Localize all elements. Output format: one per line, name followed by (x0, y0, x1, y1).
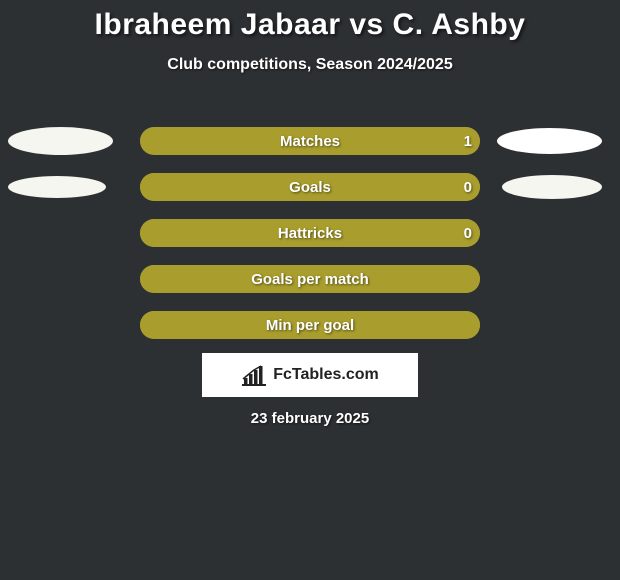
source-badge: FcTables.com (202, 353, 418, 397)
right-marker (497, 128, 602, 154)
bar-label: Min per goal (140, 311, 480, 339)
comparison-chart: Matches1Goals0Hattricks0Goals per matchM… (0, 120, 620, 350)
stat-row: Hattricks0 (0, 212, 620, 258)
bar-track: Goals per match (140, 265, 480, 293)
source-badge-text: FcTables.com (273, 366, 379, 384)
bar-label: Hattricks (140, 219, 480, 247)
bar-label: Goals per match (140, 265, 480, 293)
stat-row: Min per goal (0, 304, 620, 350)
page-subtitle: Club competitions, Season 2024/2025 (0, 56, 620, 74)
bar-value: 0 (464, 173, 472, 201)
page-title: Ibraheem Jabaar vs C. Ashby (0, 0, 620, 42)
bar-track: Goals0 (140, 173, 480, 201)
bar-value: 1 (464, 127, 472, 155)
bar-track: Min per goal (140, 311, 480, 339)
right-marker (502, 175, 602, 199)
chart-icon (241, 364, 267, 386)
stat-row: Goals0 (0, 166, 620, 212)
stat-row: Matches1 (0, 120, 620, 166)
date-label: 23 february 2025 (0, 410, 620, 427)
bar-track: Hattricks0 (140, 219, 480, 247)
bar-label: Goals (140, 173, 480, 201)
bar-value: 0 (464, 219, 472, 247)
left-marker (8, 127, 113, 155)
stat-row: Goals per match (0, 258, 620, 304)
bar-track: Matches1 (140, 127, 480, 155)
left-marker (8, 176, 106, 198)
bar-label: Matches (140, 127, 480, 155)
